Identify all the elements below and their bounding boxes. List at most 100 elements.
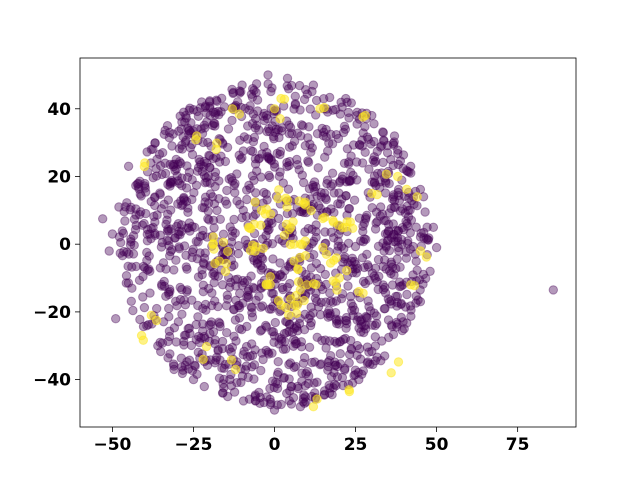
data-point-purple [273,125,283,135]
data-point-purple [199,161,209,172]
data-point-purple [349,256,360,267]
data-point-purple [214,110,224,120]
data-point-purple [182,287,192,297]
data-point-purple [373,284,383,295]
data-point-purple [332,316,342,326]
data-point-purple [242,292,252,302]
data-point-purple [256,260,266,271]
data-point-purple [117,251,128,261]
data-point-purple [261,345,271,356]
data-point-purple [371,207,382,217]
data-point-purple [236,377,246,388]
data-point-purple [277,123,287,133]
data-point-yellow [295,252,305,263]
data-point-purple [321,297,331,307]
data-point-purple [411,298,421,308]
data-point-purple [203,206,213,217]
data-point-purple [339,121,350,132]
data-point-purple [398,150,409,160]
data-point-purple [128,305,138,316]
data-point-purple [223,294,233,304]
data-point-purple [330,308,341,318]
data-point-purple [200,178,210,188]
data-point-purple [131,210,141,220]
data-point-purple [164,236,174,246]
data-point-purple [199,170,210,181]
data-point-purple [128,249,139,259]
data-point-purple [165,349,175,359]
data-point-purple [358,128,368,138]
data-point-purple [265,172,275,183]
data-point-purple [129,240,139,250]
data-point-purple [342,319,352,329]
data-point-purple [264,153,274,164]
data-point-purple [216,151,226,161]
data-point-purple [323,146,333,156]
data-point-purple [405,228,415,238]
data-point-purple [141,187,151,197]
data-point-yellow [201,341,212,352]
data-point-purple [431,242,442,253]
data-point-purple [378,128,388,138]
data-point-purple [394,246,404,256]
data-point-purple [255,398,265,408]
data-point-purple [242,352,253,362]
data-point-purple [277,282,287,293]
data-point-purple [263,70,273,80]
data-point-purple [145,288,155,298]
data-point-purple [289,362,299,373]
data-point-purple [303,133,313,143]
data-point-purple [402,238,413,249]
data-point-purple [386,154,396,165]
data-point-purple [163,195,174,205]
data-point-purple [269,134,279,144]
data-point-yellow [299,295,309,306]
data-point-purple [131,180,141,191]
data-point-purple [255,392,265,403]
data-point-purple [350,370,360,380]
data-point-purple [274,132,284,143]
data-point-purple [411,291,421,301]
data-point-purple [238,205,249,216]
data-point-purple [386,259,397,269]
data-point-purple [208,215,219,226]
data-point-purple [179,295,189,305]
data-point-purple [338,334,349,345]
data-point-purple [205,162,215,173]
data-point-purple [213,346,223,356]
data-point-purple [349,195,360,205]
data-point-purple [136,207,146,217]
data-point-purple [177,284,187,295]
data-point-purple [302,366,312,377]
data-point-purple [206,317,217,327]
data-point-purple [351,268,361,278]
data-point-purple [214,317,224,327]
data-point-purple [299,94,310,105]
data-point-purple [217,388,228,398]
data-point-purple [135,189,146,199]
data-point-purple [123,261,133,271]
data-point-purple [337,174,347,184]
data-point-purple [165,284,175,294]
data-point-purple [217,343,228,354]
data-point-purple [210,296,220,306]
data-point-yellow [275,114,285,124]
data-point-purple [319,386,330,396]
data-point-purple [242,275,252,286]
data-point-purple [171,255,181,265]
data-point-purple [207,300,217,311]
data-point-purple [319,127,329,137]
data-point-purple [378,280,388,290]
data-point-yellow [221,258,232,269]
data-point-purple [371,180,381,191]
data-point-purple [275,269,286,280]
data-point-purple [280,266,290,276]
data-point-purple [272,370,283,380]
data-point-purple [346,344,357,355]
data-point-purple [343,107,354,118]
data-point-purple [363,262,374,272]
data-point-purple [268,288,278,299]
data-point-purple [148,222,158,233]
data-point-purple [423,235,433,245]
data-point-purple [361,214,371,224]
